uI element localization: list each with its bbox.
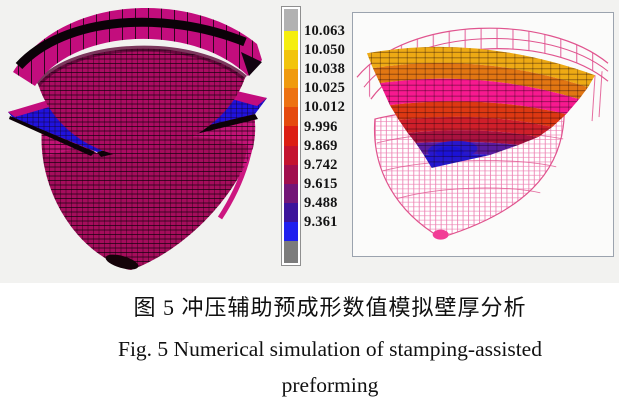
wall-thickness-colorbar (281, 6, 301, 266)
upper-dome (35, 45, 247, 157)
colorbar-segment (284, 126, 298, 146)
figure-strip: 10.063 10.050 10.038 10.025 10.012 9.996… (0, 0, 619, 283)
colorbar-segment (284, 50, 298, 70)
thickness-contour-surface (366, 46, 603, 168)
colorbar-segment (284, 241, 298, 264)
colorbar-segment (284, 107, 298, 127)
colorbar-tick-label: 10.063 (304, 23, 346, 39)
colorbar-tick-label: 9.361 (304, 214, 338, 230)
colorbar-segment (284, 9, 298, 31)
right-simulation-view (352, 12, 614, 257)
dome-bottom-tip (105, 254, 139, 270)
colorbar-segment (284, 202, 298, 222)
colorbar-segment (284, 145, 298, 165)
wire-dome-tip (432, 229, 449, 240)
colorbar-tick-label: 9.996 (304, 118, 338, 135)
left-simulation-view (5, 0, 280, 280)
colorbar-tick-label: 10.050 (304, 42, 346, 59)
caption-en: Fig. 5 Numerical simulation of stamping-… (118, 337, 542, 361)
colorbar-segment (284, 164, 298, 184)
right-simulation-mesh (356, 27, 609, 240)
caption-zh: 图 5 冲压辅助预成形数值模拟壁厚分析 (133, 295, 527, 320)
colorbar-tick-label: 9.869 (304, 137, 338, 154)
caption-en-2: preforming (281, 373, 379, 397)
colorbar-segment (284, 69, 298, 89)
colorbar-segment (284, 31, 298, 51)
colorbar-tick-label: 10.038 (304, 61, 346, 78)
left-simulation-mesh (8, 7, 267, 270)
colorbar-tick-label: 9.488 (304, 194, 338, 211)
colorbar-segment (284, 88, 298, 108)
colorbar-tick-label: 9.615 (304, 175, 338, 192)
colorbar-segment (284, 183, 298, 203)
colorbar-tick-label: 9.742 (304, 156, 338, 173)
top-fan-flange (13, 7, 262, 86)
colorbar-segment (284, 221, 298, 242)
fan-black-band (15, 17, 247, 70)
colorbar-tick-label: 10.012 (304, 99, 346, 116)
colorbar-tick-label: 10.025 (304, 80, 346, 97)
